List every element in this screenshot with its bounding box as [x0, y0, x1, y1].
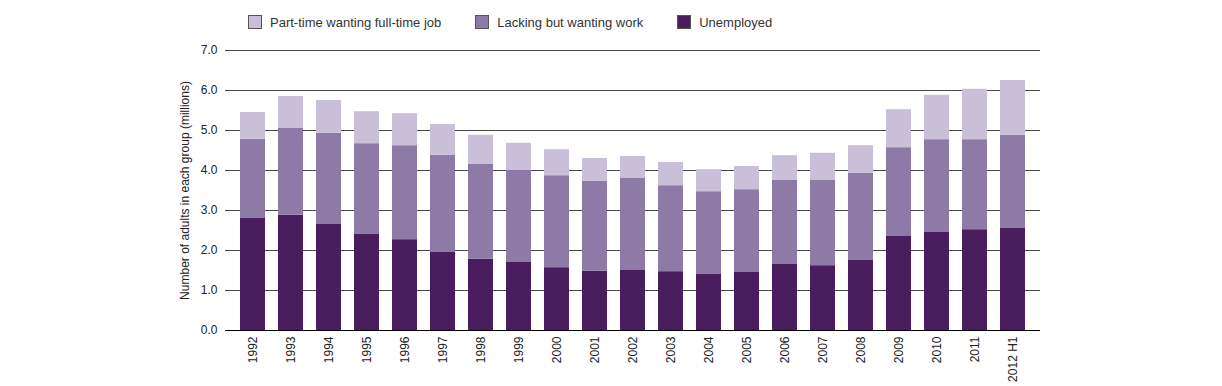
svg-text:5.0: 5.0 — [201, 123, 218, 137]
html-text:Part-time wanting full-time jo: Part-time wanting full-time job — [270, 14, 442, 30]
svg-text:Number of adults in each group: Number of adults in each group (millions… — [178, 81, 192, 300]
svg-text:6.0: 6.0 — [201, 83, 218, 97]
svg-text:2010: 2010 — [930, 336, 944, 363]
svg-text:2003: 2003 — [664, 336, 678, 363]
svg-text:4.0: 4.0 — [201, 163, 218, 177]
svg-text:1994: 1994 — [322, 336, 336, 363]
svg-text:7.0: 7.0 — [201, 43, 218, 57]
svg-text:2006: 2006 — [778, 336, 792, 363]
svg-text:1998: 1998 — [474, 336, 488, 363]
svg-text:1.0: 1.0 — [201, 283, 218, 297]
svg-text:1996: 1996 — [398, 336, 412, 363]
svg-text:2000: 2000 — [550, 336, 564, 363]
svg-text:3.0: 3.0 — [201, 203, 218, 217]
svg-text:1995: 1995 — [360, 336, 374, 363]
svg-text:1999: 1999 — [512, 336, 526, 363]
html-text:Unemployed: Unemployed — [699, 14, 773, 30]
svg-text:2007: 2007 — [816, 336, 830, 363]
svg-text:2011: 2011 — [968, 336, 982, 362]
svg-text:2.0: 2.0 — [201, 243, 218, 257]
svg-text:2012 H1: 2012 H1 — [1006, 336, 1020, 382]
svg-text:2004: 2004 — [702, 336, 716, 363]
svg-text:2005: 2005 — [740, 336, 754, 363]
html-text:Lacking but wanting work: Lacking but wanting work — [497, 14, 644, 30]
svg-text:1992: 1992 — [246, 336, 260, 363]
svg-text:0.0: 0.0 — [201, 323, 218, 337]
svg-text:1997: 1997 — [436, 336, 450, 363]
svg-text:2008: 2008 — [854, 336, 868, 363]
svg-text:2002: 2002 — [626, 336, 640, 363]
svg-text:2001: 2001 — [588, 336, 602, 363]
svg-text:1993: 1993 — [284, 336, 298, 363]
svg-text:2009: 2009 — [892, 336, 906, 363]
